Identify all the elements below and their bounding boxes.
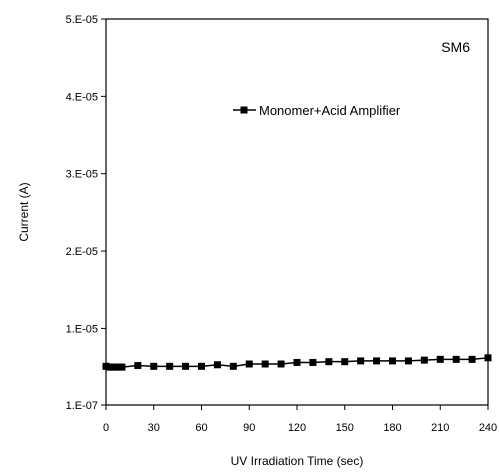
y-axis-title: Current (A) [17,182,31,241]
x-tick-label: 120 [288,422,306,434]
x-tick-label: 0 [103,422,109,434]
data-point [198,362,205,370]
x-tick-label: 180 [383,422,401,434]
data-point [484,354,492,362]
data-point [357,357,365,365]
data-point [277,360,285,368]
x-axis-title: UV Irradiation Time (sec) [231,454,364,468]
y-tick-label: 2.E-05 [66,246,98,258]
data-point [373,357,381,365]
data-point [389,357,396,365]
x-tick-label: 210 [431,422,449,434]
legend-marker [240,106,248,114]
y-tick-label: 1.E-07 [66,400,98,412]
data-point [182,362,190,370]
data-point [436,355,444,363]
series-layer [102,354,492,371]
x-tick-label: 60 [195,422,207,434]
data-point [213,361,221,369]
plot-area [105,18,489,406]
y-tick-label: 1.E-05 [66,323,98,335]
data-point [293,358,301,366]
y-tick-label: 3.E-05 [66,169,98,181]
data-point [166,362,174,370]
annotation-sm6: SM6 [441,39,470,55]
data-point [341,358,349,366]
data-point [420,356,428,364]
x-tick-label: 150 [336,422,354,434]
data-point [452,355,460,363]
legend-label: Monomer+Acid Amplifier [259,103,401,118]
data-point [229,362,237,370]
legend: Monomer+Acid Amplifier [233,103,401,118]
data-point [404,357,412,365]
y-tick-label: 4.E-05 [66,91,98,103]
x-tick-label: 90 [243,422,255,434]
y-tick-label: 5.E-05 [66,14,98,26]
x-axis-ticks: 0 30 60 90 120 150 180 210 240 [103,405,497,434]
data-point [134,362,142,370]
data-point [261,360,269,368]
data-point [118,363,126,371]
data-point [325,358,333,366]
data-point [468,355,476,363]
data-point [309,358,317,366]
x-tick-label: 30 [148,422,160,434]
y-axis-ticks: 1.E-07 1.E-05 2.E-05 3.E-05 4.E-05 5.E-05 [66,14,106,412]
x-tick-label: 240 [479,422,497,434]
data-point [245,360,253,368]
data-point [150,362,158,370]
